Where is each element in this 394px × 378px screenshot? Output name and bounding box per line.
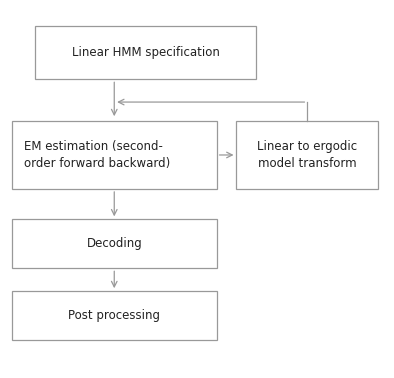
Text: Post processing: Post processing — [68, 309, 160, 322]
FancyBboxPatch shape — [12, 121, 217, 189]
Text: Linear to ergodic
model transform: Linear to ergodic model transform — [257, 140, 357, 170]
Text: EM estimation (second-
order forward backward): EM estimation (second- order forward bac… — [24, 140, 170, 170]
FancyBboxPatch shape — [12, 219, 217, 268]
Text: Decoding: Decoding — [86, 237, 142, 250]
FancyBboxPatch shape — [12, 291, 217, 340]
Text: Linear HMM specification: Linear HMM specification — [72, 46, 220, 59]
FancyBboxPatch shape — [35, 26, 256, 79]
FancyBboxPatch shape — [236, 121, 378, 189]
